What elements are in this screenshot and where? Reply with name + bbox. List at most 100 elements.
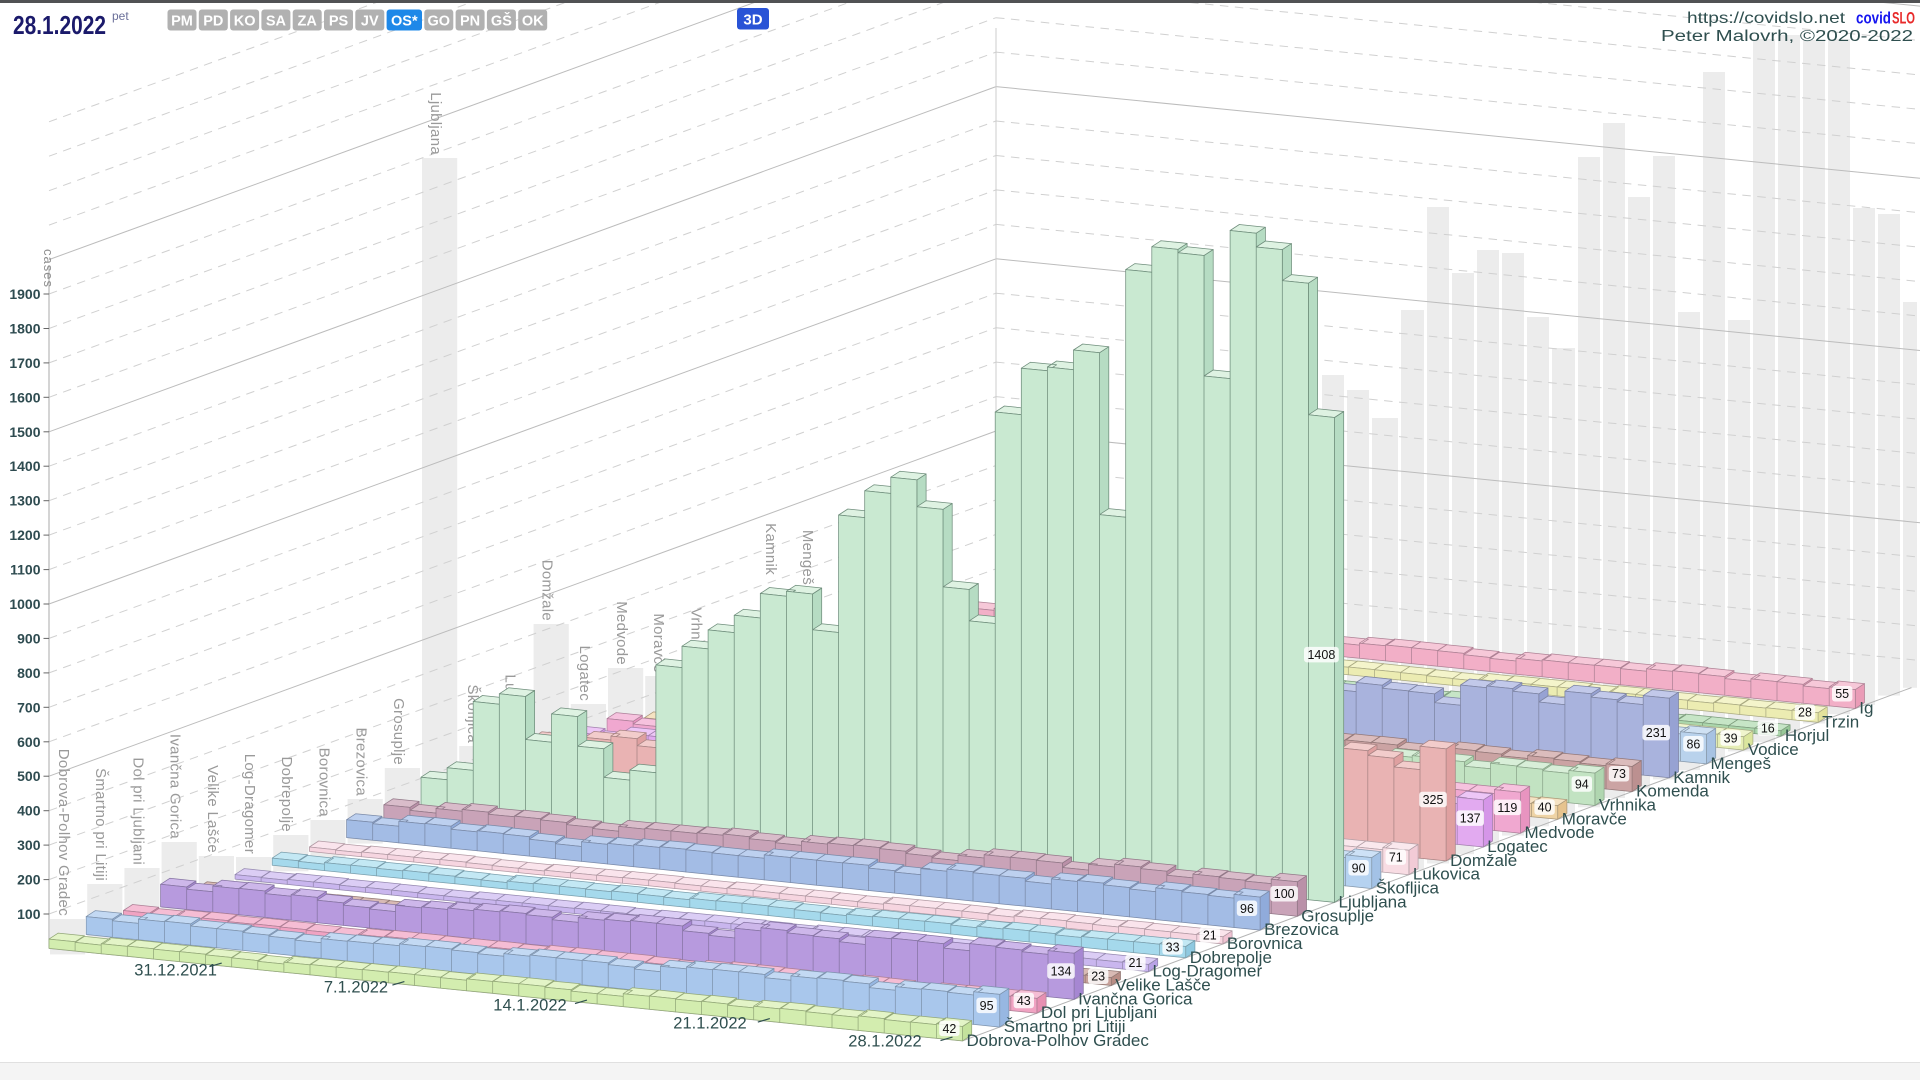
svg-text:GO: GO [428, 14, 451, 30]
svg-text:OS*: OS* [391, 14, 418, 30]
svg-text:Dol pri Ljubljani: Dol pri Ljubljani [129, 757, 146, 865]
svg-text:100: 100 [1274, 887, 1295, 901]
svg-text:Mengeš: Mengeš [799, 530, 816, 585]
svg-text:Vodice: Vodice [1748, 740, 1799, 759]
svg-text:Kamnik: Kamnik [762, 523, 779, 575]
svg-text:43: 43 [1017, 994, 1031, 1008]
svg-text:1600: 1600 [9, 389, 40, 405]
svg-text:Kamnik: Kamnik [1673, 768, 1730, 787]
svg-text:JV: JV [361, 14, 379, 30]
svg-text:71: 71 [1389, 851, 1403, 865]
svg-text:Mengeš: Mengeš [1711, 754, 1771, 773]
svg-text:800: 800 [17, 665, 41, 681]
svg-text:Dobrova-Polhov Gradec: Dobrova-Polhov Gradec [967, 1031, 1150, 1050]
svg-text:Brezovica: Brezovica [353, 727, 370, 796]
svg-text:700: 700 [17, 699, 41, 715]
svg-text:Ljubljana: Ljubljana [1339, 892, 1408, 911]
svg-text:33: 33 [1166, 940, 1180, 954]
svg-text:119: 119 [1497, 801, 1517, 815]
svg-text:39: 39 [1724, 732, 1738, 746]
svg-text:1100: 1100 [10, 562, 41, 578]
svg-text:SA: SA [266, 14, 287, 30]
svg-text:1400: 1400 [9, 458, 40, 474]
svg-text:21: 21 [1128, 956, 1142, 970]
svg-text:Brezovica: Brezovica [1264, 920, 1339, 939]
svg-text:Grosuplje: Grosuplje [1301, 906, 1374, 925]
svg-text:28.1.2022: 28.1.2022 [13, 10, 106, 40]
svg-text:Medvode: Medvode [613, 601, 630, 665]
svg-text:SLO: SLO [1892, 9, 1915, 28]
svg-text:KO: KO [234, 14, 256, 30]
svg-text:cases: cases [41, 249, 56, 288]
svg-text:Ivančna Gorica: Ivančna Gorica [1078, 989, 1193, 1008]
svg-text:ZA: ZA [298, 14, 318, 30]
svg-text:Peter Malovrh, ©2020-2022: Peter Malovrh, ©2020-2022 [1661, 28, 1913, 45]
svg-text:42: 42 [942, 1022, 956, 1036]
svg-text:1200: 1200 [9, 527, 40, 543]
svg-text:Velike Lašče: Velike Lašče [1115, 976, 1210, 995]
svg-text:PD: PD [203, 14, 223, 30]
svg-text:21: 21 [1203, 929, 1217, 943]
svg-text:Dobrepolje: Dobrepolje [1190, 948, 1272, 967]
svg-text:400: 400 [17, 803, 41, 819]
svg-text:Log-Dragomer: Log-Dragomer [241, 754, 258, 854]
svg-text:Ig: Ig [1859, 699, 1873, 718]
svg-text:Borovnica: Borovnica [1227, 934, 1303, 953]
svg-text:900: 900 [17, 630, 41, 646]
svg-text:Grosuplje: Grosuplje [390, 698, 407, 765]
svg-text:Medvode: Medvode [1525, 823, 1595, 842]
svg-text:Domžale: Domžale [1450, 851, 1517, 870]
svg-text:Trzin: Trzin [1822, 712, 1859, 731]
svg-text:1300: 1300 [9, 493, 40, 509]
svg-text:PM: PM [171, 14, 193, 30]
svg-text:Dobrepolje: Dobrepolje [278, 756, 295, 832]
svg-text:Logatec: Logatec [1487, 837, 1548, 856]
svg-text:pet: pet [112, 9, 129, 23]
svg-text:Komenda: Komenda [1636, 782, 1709, 801]
svg-text:PN: PN [460, 14, 480, 30]
svg-text:134: 134 [1051, 965, 1072, 979]
svg-text:Moravče: Moravče [650, 613, 667, 673]
svg-text:Ivančna Gorica: Ivančna Gorica [167, 734, 184, 839]
svg-text:Dobrova-Polhov Gradec: Dobrova-Polhov Gradec [55, 749, 72, 916]
svg-text:Dol pri Ljubljani: Dol pri Ljubljani [1041, 1003, 1157, 1022]
svg-text:95: 95 [980, 999, 994, 1013]
svg-text:14.1.2022: 14.1.2022 [493, 997, 566, 1015]
svg-text:90: 90 [1352, 861, 1366, 875]
svg-text:40: 40 [1538, 801, 1552, 815]
svg-text:16: 16 [1761, 722, 1775, 736]
svg-text:Škofljica: Škofljica [1376, 879, 1440, 898]
svg-text:Borovnica: Borovnica [315, 748, 332, 818]
svg-text:73: 73 [1612, 767, 1626, 781]
svg-text:covid: covid [1856, 9, 1891, 28]
svg-text:https://covidslo.net: https://covidslo.net [1687, 10, 1846, 27]
svg-text:Šmartno pri Litiji: Šmartno pri Litiji [1004, 1017, 1126, 1036]
svg-text:1900: 1900 [9, 286, 40, 302]
svg-text:86: 86 [1686, 737, 1700, 751]
svg-text:325: 325 [1423, 793, 1444, 807]
svg-text:Vrhnika: Vrhnika [1599, 796, 1657, 815]
svg-text:1408: 1408 [1307, 648, 1335, 662]
svg-text:23: 23 [1091, 970, 1105, 984]
svg-text:Log-Dragomer: Log-Dragomer [1153, 962, 1263, 981]
svg-text:137: 137 [1460, 812, 1481, 826]
svg-text:1800: 1800 [9, 321, 40, 337]
svg-text:Lukovica: Lukovica [1413, 865, 1481, 884]
svg-text:1000: 1000 [9, 596, 40, 612]
svg-text:21.1.2022: 21.1.2022 [673, 1015, 746, 1033]
svg-text:Logatec: Logatec [576, 646, 593, 702]
svg-text:28: 28 [1798, 706, 1812, 720]
svg-text:55: 55 [1835, 687, 1849, 701]
svg-text:OK: OK [522, 14, 544, 30]
svg-text:1700: 1700 [9, 355, 40, 371]
svg-text:231: 231 [1646, 726, 1667, 740]
svg-text:7.1.2022: 7.1.2022 [324, 979, 388, 997]
svg-text:PS: PS [329, 14, 349, 30]
svg-text:100: 100 [17, 906, 41, 922]
svg-text:600: 600 [17, 734, 41, 750]
svg-text:Šmartno pri Litiji: Šmartno pri Litiji [92, 768, 109, 881]
svg-text:300: 300 [17, 837, 41, 853]
svg-text:3D: 3D [743, 12, 762, 29]
svg-text:96: 96 [1240, 902, 1254, 916]
svg-text:Velike Lašče: Velike Lašče [204, 765, 221, 853]
